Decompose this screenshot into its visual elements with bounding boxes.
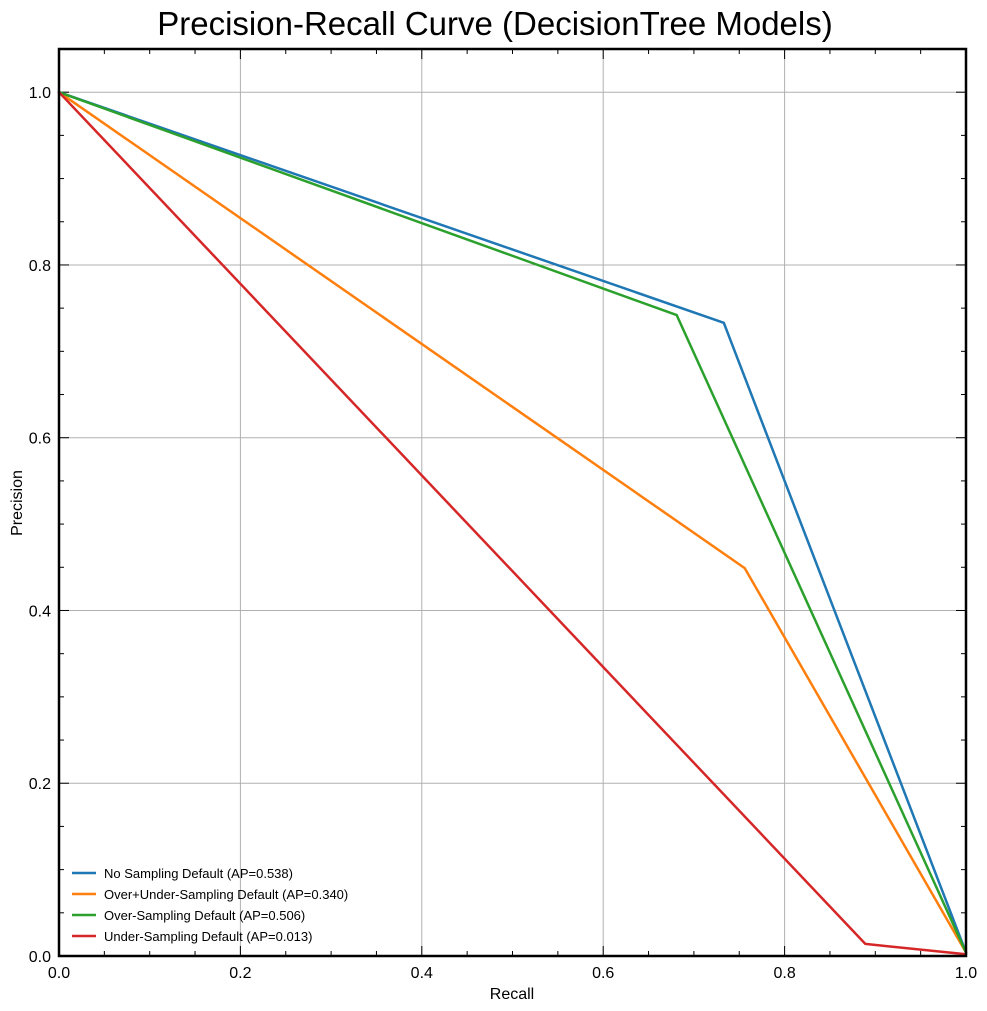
x-tick-label: 0.6 xyxy=(592,965,614,982)
series-line-2 xyxy=(57,90,968,954)
x-tick-label: 1.0 xyxy=(955,965,977,982)
legend-label: Under-Sampling Default (AP=0.013) xyxy=(104,929,312,944)
minor-ticks xyxy=(59,48,966,956)
y-axis-label: Precision xyxy=(9,470,26,536)
y-tick-label: 0.4 xyxy=(29,603,51,620)
x-tick-label: 0.0 xyxy=(48,965,70,982)
y-tick-labels: 0.0 0.2 0.4 0.6 0.8 1.0 xyxy=(29,85,51,966)
y-tick-label: 0.0 xyxy=(29,949,51,966)
legend: No Sampling Default (AP=0.538) Over+Under… xyxy=(72,866,348,944)
y-tick-label: 0.6 xyxy=(29,431,51,448)
legend-label: No Sampling Default (AP=0.538) xyxy=(104,866,293,881)
y-tick-label: 1.0 xyxy=(29,85,51,102)
y-tick-label: 0.8 xyxy=(29,258,51,275)
series-line-3 xyxy=(57,90,968,954)
major-ticks xyxy=(58,49,967,957)
series-layer xyxy=(57,90,968,956)
chart-title: Precision-Recall Curve (DecisionTree Mod… xyxy=(157,5,833,42)
x-axis-label: Recall xyxy=(490,986,534,1003)
legend-label: Over-Sampling Default (AP=0.506) xyxy=(104,908,305,923)
series-line-1 xyxy=(57,90,968,954)
x-tick-label: 0.8 xyxy=(773,965,795,982)
plot-frame xyxy=(57,47,968,958)
x-tick-label: 0.4 xyxy=(411,965,433,982)
series-line-4 xyxy=(57,90,968,956)
y-tick-label: 0.2 xyxy=(29,776,51,793)
legend-label: Over+Under-Sampling Default (AP=0.340) xyxy=(104,887,348,902)
x-tick-label: 0.2 xyxy=(229,965,251,982)
x-tick-labels: 0.0 0.2 0.4 0.6 0.8 1.0 xyxy=(48,965,977,982)
grid xyxy=(58,49,967,957)
